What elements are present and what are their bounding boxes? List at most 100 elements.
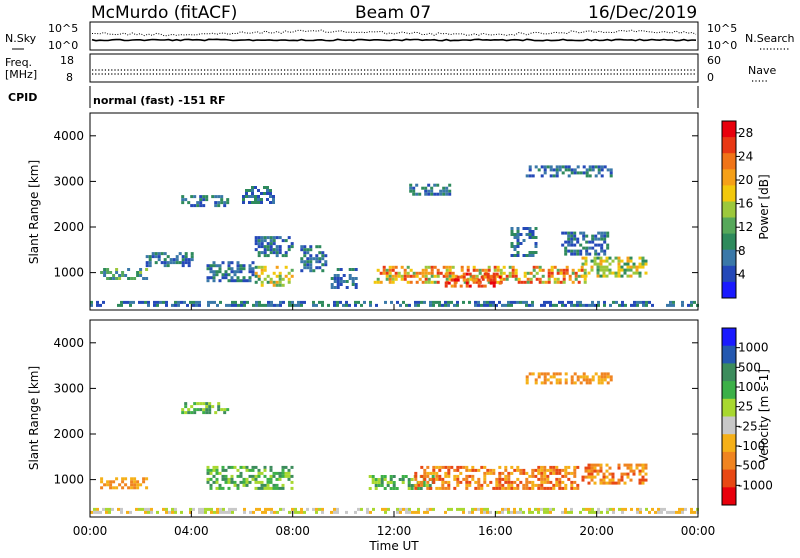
echo-cell [124, 483, 128, 487]
echo-cell [174, 507, 177, 511]
echo-cell [597, 510, 600, 514]
echo-cell [493, 265, 497, 269]
echo-cell [615, 300, 618, 304]
echo-cell [588, 507, 591, 511]
echo-cell [608, 472, 612, 476]
echo-cell [605, 481, 609, 485]
echo-cell [117, 507, 120, 511]
echo-cell [336, 286, 340, 289]
echo-cell [291, 507, 294, 511]
echo-cell [609, 303, 612, 307]
echo-cell [230, 261, 234, 265]
echo-cell [471, 465, 475, 469]
echo-cell [141, 507, 144, 511]
echo-cell [629, 469, 633, 473]
echo-cell [206, 468, 210, 472]
echo-cell [318, 300, 321, 304]
echo-cell [514, 271, 518, 275]
echo-cell [251, 195, 254, 198]
echo-cell [242, 477, 246, 481]
echo-cell [486, 471, 490, 475]
echo-cell [424, 271, 428, 275]
echo-cell [570, 240, 574, 244]
echo-cell [499, 271, 503, 275]
station-title: McMurdo (fitACF) [91, 3, 237, 23]
echo-cell [272, 248, 276, 252]
echo-cell [418, 271, 422, 275]
echo-cell [477, 507, 480, 511]
echo-cell [546, 468, 550, 472]
echo-cell [644, 262, 648, 266]
echo-cell [570, 375, 574, 379]
echo-cell [660, 507, 663, 511]
echo-cell [580, 265, 584, 269]
colorbar-swatch [722, 434, 736, 453]
y-tick-label: 2000 [53, 427, 84, 441]
echo-cell [687, 303, 690, 307]
echo-cell [505, 274, 509, 278]
echo-cell [522, 254, 526, 257]
echo-cell [231, 507, 234, 511]
echo-cell [427, 265, 431, 269]
echo-cell [272, 239, 276, 243]
echo-cell [288, 303, 291, 307]
echo-cell [564, 249, 568, 253]
echo-cell [426, 474, 430, 478]
echo-cell [477, 480, 481, 484]
echo-cell [430, 186, 434, 190]
echo-cell [417, 483, 421, 487]
echo-cell [556, 277, 560, 281]
echo-cell [629, 463, 633, 467]
echo-cell [93, 507, 96, 511]
noise-search-label: N.Search [745, 32, 795, 45]
echo-cell [629, 268, 633, 272]
echo-cell [492, 275, 496, 279]
echo-cell [471, 477, 475, 481]
echo-cell [570, 171, 574, 175]
echo-cell [234, 300, 237, 304]
echo-cell [543, 465, 547, 469]
echo-cell [447, 303, 450, 307]
echo-cell [257, 480, 261, 484]
echo-cell [260, 198, 263, 201]
echo-cell [609, 507, 612, 511]
echo-cell [585, 171, 589, 175]
echo-cell [93, 510, 96, 514]
echo-cell [448, 192, 452, 196]
echo-cell [577, 274, 581, 278]
echo-cell [528, 510, 531, 514]
echo-cell [450, 278, 454, 282]
echo-cell [348, 277, 352, 280]
echo-cell [397, 271, 401, 275]
echo-cell [269, 201, 272, 204]
echo-cell [540, 303, 543, 307]
echo-cell [414, 471, 418, 475]
echo-cell [408, 303, 411, 307]
echo-cell [555, 168, 559, 172]
echo-cell [594, 243, 598, 247]
echo-cell [248, 195, 251, 198]
echo-cell [484, 268, 488, 272]
echo-cell [239, 267, 243, 271]
echo-cell [181, 198, 185, 202]
echo-cell [621, 507, 624, 511]
echo-cell [406, 280, 410, 284]
echo-cell [309, 248, 313, 252]
echo-cell [540, 372, 544, 376]
echo-cell [526, 280, 530, 284]
colorbar-swatch [722, 249, 736, 267]
echo-cell [266, 198, 269, 201]
echo-cell [421, 280, 425, 284]
echo-cell [218, 270, 222, 274]
echo-cell [540, 165, 544, 169]
echo-cell [171, 303, 174, 307]
echo-cell [483, 465, 487, 469]
echo-cell [623, 268, 627, 272]
echo-cell [290, 486, 294, 490]
echo-cell [602, 259, 606, 263]
echo-cell [583, 280, 587, 284]
echo-cell [371, 481, 375, 484]
echo-cell [276, 510, 279, 514]
echo-cell [315, 254, 319, 258]
echo-cell [567, 168, 571, 172]
